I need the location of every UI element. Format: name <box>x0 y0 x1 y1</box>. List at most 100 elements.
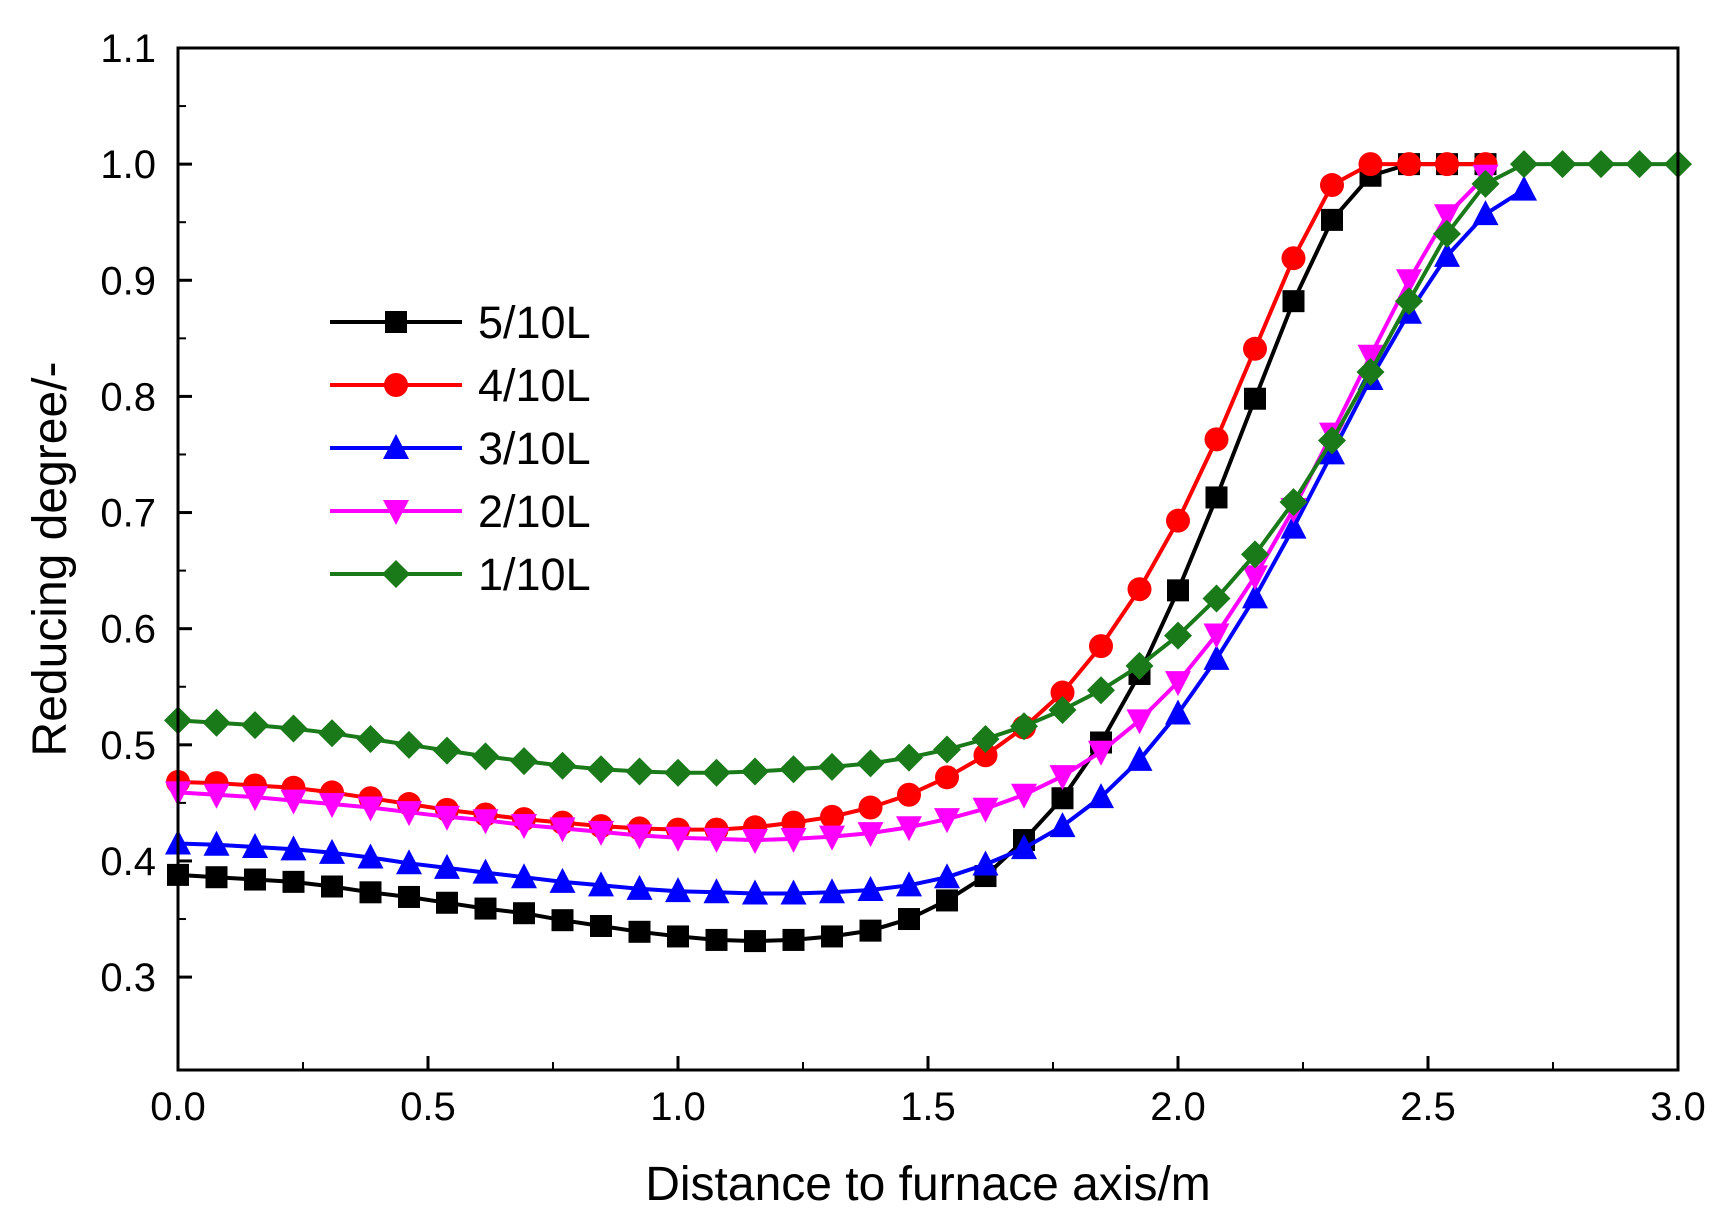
y-tick-label: 1.0 <box>100 143 156 187</box>
data-point <box>859 919 882 942</box>
data-point <box>780 879 807 905</box>
legend-marker <box>383 500 409 525</box>
data-point <box>667 925 689 948</box>
data-point <box>1434 241 1460 267</box>
plot-area-frame <box>176 46 1680 1072</box>
series-line <box>177 162 1678 775</box>
series-3 <box>165 175 1537 905</box>
data-point <box>1126 745 1153 771</box>
y-tick-label: 0.7 <box>100 492 156 536</box>
data-point <box>1048 695 1077 724</box>
data-point <box>549 817 576 843</box>
data-point <box>471 742 500 771</box>
y-axis-title: Reducing degree/- <box>24 362 77 757</box>
data-point <box>203 830 230 856</box>
data-point <box>779 755 808 784</box>
data-point <box>1510 150 1538 179</box>
legend-label: 1/10L <box>478 549 591 600</box>
x-tick-label: 0.0 <box>150 1085 206 1129</box>
series-5 <box>164 150 1692 787</box>
data-point <box>972 850 999 876</box>
data-point <box>548 751 577 780</box>
data-point <box>1165 699 1191 725</box>
data-point <box>1011 783 1037 809</box>
data-point <box>319 793 345 819</box>
data-point <box>858 795 883 820</box>
data-point <box>319 838 345 864</box>
data-point <box>280 835 307 861</box>
data-point <box>665 877 691 903</box>
data-point <box>819 825 845 851</box>
data-point <box>280 789 307 815</box>
data-point <box>897 782 921 807</box>
legend-item: 1/10L <box>330 549 591 600</box>
data-point <box>590 914 612 937</box>
data-point <box>474 897 497 920</box>
data-point <box>510 747 538 776</box>
data-point <box>821 925 843 948</box>
data-point <box>1125 651 1154 680</box>
data-point <box>1050 680 1075 705</box>
data-point <box>1241 540 1269 569</box>
data-point <box>703 878 730 904</box>
data-point <box>1126 709 1153 735</box>
data-point <box>1320 173 1344 198</box>
data-point <box>742 829 768 855</box>
data-point <box>856 749 885 778</box>
data-point <box>359 881 382 904</box>
x-tick-label: 1.5 <box>900 1085 956 1129</box>
data-point <box>665 826 691 852</box>
data-point <box>1089 634 1113 659</box>
data-point <box>588 820 614 846</box>
legend-label: 3/10L <box>478 423 591 474</box>
legend-marker <box>382 560 410 588</box>
data-point <box>242 833 268 859</box>
data-point <box>1395 287 1423 316</box>
data-point <box>1088 783 1114 809</box>
data-point <box>433 736 461 765</box>
data-point <box>705 928 728 951</box>
data-point <box>1242 565 1268 591</box>
data-point <box>628 920 651 943</box>
x-tick-label: 0.5 <box>400 1085 456 1129</box>
data-point <box>625 757 654 786</box>
data-point <box>744 930 766 953</box>
legend-label: 2/10L <box>478 486 591 537</box>
data-point <box>1548 150 1577 179</box>
data-point <box>357 843 384 869</box>
data-point <box>511 863 537 889</box>
data-point <box>472 858 499 884</box>
data-point <box>702 758 731 787</box>
data-point <box>1204 427 1229 452</box>
data-point <box>972 797 999 823</box>
data-point <box>1358 152 1383 177</box>
data-point <box>1321 208 1343 231</box>
data-point <box>587 755 615 784</box>
y-tick-label: 0.4 <box>100 840 156 884</box>
data-point <box>1511 175 1537 201</box>
data-point <box>1205 486 1228 509</box>
data-point <box>205 866 228 889</box>
data-point <box>242 786 268 812</box>
data-point <box>1164 621 1192 650</box>
data-point <box>1011 834 1037 860</box>
data-point <box>202 708 231 737</box>
y-tick-label: 0.9 <box>100 259 156 303</box>
data-point <box>818 752 846 781</box>
legend-item: 4/10L <box>330 360 591 411</box>
data-point <box>664 758 692 787</box>
data-point <box>1396 269 1422 295</box>
data-point <box>703 827 730 853</box>
data-point <box>1010 712 1038 741</box>
data-point <box>434 805 460 831</box>
legend-item: 5/10L <box>330 297 591 348</box>
y-tick-label: 0.8 <box>100 375 156 419</box>
data-point <box>551 909 574 932</box>
data-point <box>742 879 768 905</box>
data-point <box>1472 200 1499 226</box>
data-point <box>434 853 460 879</box>
data-point <box>857 875 884 901</box>
x-tick-label: 3.0 <box>1650 1085 1706 1129</box>
data-point <box>1281 246 1306 271</box>
data-point <box>1203 644 1230 670</box>
